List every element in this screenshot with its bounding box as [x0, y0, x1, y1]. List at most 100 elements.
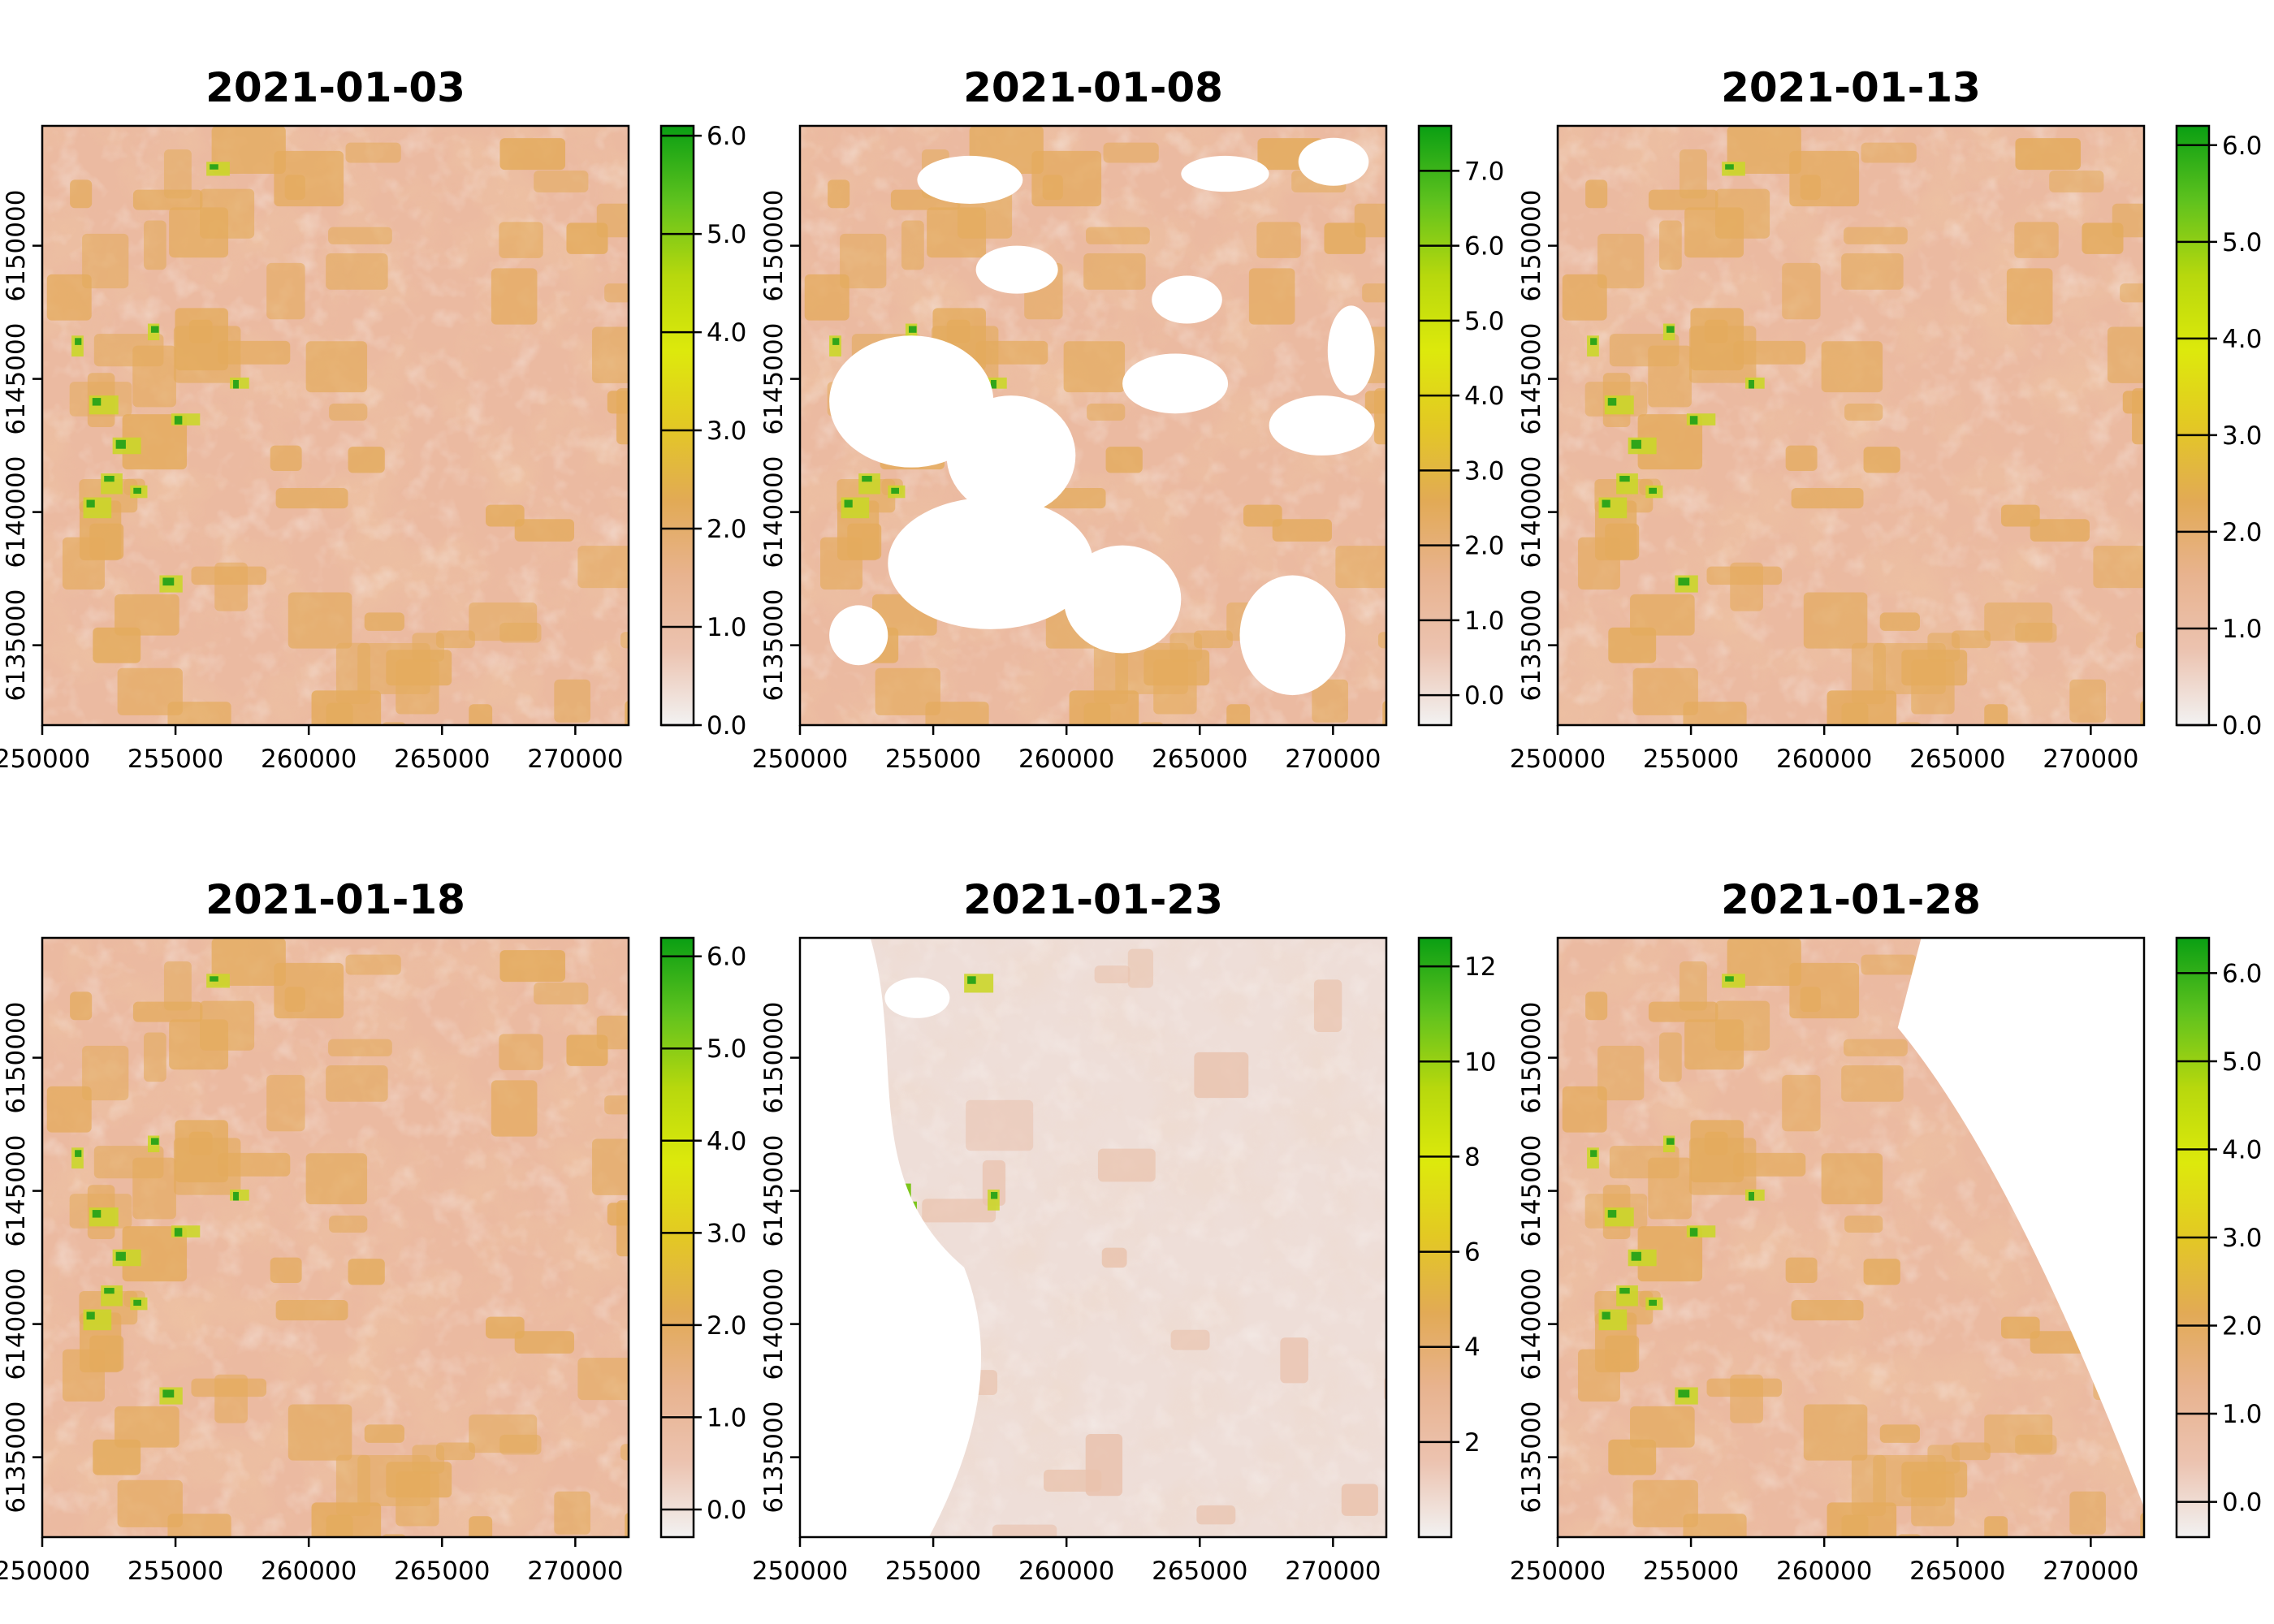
field-patch — [620, 1444, 629, 1461]
veg-core — [1725, 976, 1734, 982]
veg-core — [115, 1251, 126, 1261]
veg-core — [991, 379, 996, 389]
field-patch — [1127, 948, 1154, 988]
field-patch — [486, 504, 525, 527]
x-tick-label: 270000 — [2043, 745, 2138, 774]
colorbar-segment — [2177, 1312, 2209, 1388]
colorbar-segment — [661, 1162, 694, 1238]
veg-core — [86, 1311, 95, 1320]
field-patch — [1984, 704, 2008, 725]
colorbar-segment — [2177, 1087, 2209, 1164]
field-patch — [211, 938, 286, 986]
field-patch — [604, 283, 629, 303]
field-patch — [1873, 1455, 1946, 1506]
field-patch — [132, 1157, 176, 1220]
veg-core — [233, 379, 239, 389]
field-patch — [1577, 1349, 1620, 1402]
field-patch — [499, 222, 543, 258]
field-patch — [274, 150, 344, 207]
veg-core — [908, 326, 917, 333]
colorbar-segment — [1419, 500, 1451, 576]
colorbar-tick-label: 4.0 — [707, 1127, 746, 1156]
colorbar-tick-label: 4.0 — [1464, 382, 1504, 411]
colorbar: 0.0 1.0 2.0 3.0 4.0 5.0 6.0 — [659, 936, 746, 1539]
field-patch — [925, 702, 989, 725]
veg-core — [86, 499, 95, 508]
field-patch — [1863, 447, 1900, 473]
veg-core — [104, 476, 115, 482]
field-patch — [1630, 594, 1695, 636]
veg-patch — [1745, 1189, 1765, 1201]
colorbar-segment — [661, 575, 694, 651]
y-tick-label: 6145000 — [759, 1135, 789, 1247]
x-tick-label: 265000 — [394, 1557, 490, 1586]
field-patch — [1105, 447, 1143, 473]
colorbar-tick-label: 1.0 — [707, 1403, 746, 1432]
field-patch — [1715, 1000, 1770, 1051]
field-patch — [1791, 1300, 1864, 1321]
plot-frame — [41, 124, 630, 727]
colorbar-segment — [1419, 1237, 1451, 1313]
veg-core — [133, 1299, 141, 1307]
field-patch — [270, 445, 302, 471]
nodata-gap — [888, 497, 1093, 629]
field-patch — [1362, 283, 1386, 303]
field-patch — [1256, 222, 1301, 258]
y-tick-label: 6135000 — [759, 590, 789, 702]
colorbar-segment — [2177, 425, 2209, 501]
y-tick-label: 6145000 — [1517, 1135, 1546, 1247]
field-patch — [348, 447, 385, 473]
field-patch — [1879, 1424, 1920, 1443]
field-patch — [840, 233, 887, 289]
x-tick-label: 255000 — [128, 1557, 223, 1586]
colorbar-tick-label: 0.0 — [2222, 711, 2262, 741]
colorbar-tick-label: 5.0 — [707, 1034, 746, 1064]
veg-core — [210, 164, 218, 170]
field-patch — [2069, 1491, 2106, 1535]
x-tick-label: 270000 — [527, 745, 623, 774]
field-patch — [326, 702, 353, 725]
colorbar-segment — [661, 1312, 694, 1388]
field-patch — [554, 1491, 590, 1535]
field-patch — [1863, 1259, 1900, 1285]
field-patch — [534, 171, 589, 193]
x-tick-label: 270000 — [527, 1557, 623, 1586]
x-tick-label: 250000 — [0, 745, 90, 774]
nodata-gap — [829, 605, 888, 666]
field-patch — [1577, 537, 1620, 590]
x-tick-label: 255000 — [885, 745, 981, 774]
field-patch — [1844, 1039, 1908, 1056]
nodata-gap — [800, 938, 982, 1537]
veg-core — [150, 326, 159, 333]
field-patch — [577, 1358, 629, 1401]
field-patch — [357, 643, 430, 694]
colorbar-tick-label: 6.0 — [2222, 132, 2262, 161]
field-patch — [115, 1406, 179, 1448]
field-patch — [1637, 414, 1703, 470]
nodata-gap — [884, 977, 950, 1018]
x-tick-label: 265000 — [1152, 1557, 1247, 1586]
nodata-gap — [946, 395, 1076, 516]
field-patch — [305, 1153, 368, 1205]
colorbar-tick-label: 4 — [1464, 1333, 1481, 1363]
colorbar-tick-label: 0.0 — [2222, 1488, 2262, 1518]
field-patch — [469, 1516, 493, 1537]
field-patch — [1196, 1505, 1236, 1525]
field-patch — [499, 138, 566, 171]
nodata-gap — [1298, 137, 1369, 186]
field-patch — [2120, 283, 2144, 303]
field-patch — [607, 1203, 629, 1226]
nodata-gap — [975, 245, 1058, 294]
veg-core — [75, 1150, 82, 1157]
panel-title: 2021-01-03 — [205, 64, 465, 111]
field-patch — [499, 1434, 542, 1455]
veg-core — [233, 1191, 239, 1201]
field-patch — [1562, 274, 1607, 321]
field-patch — [1384, 1376, 1386, 1402]
field-patch — [1313, 979, 1342, 1032]
veg-core — [210, 976, 218, 982]
field-patch — [992, 1524, 1057, 1537]
field-patch — [70, 179, 93, 209]
field-patch — [287, 1404, 352, 1461]
field-patch — [1585, 991, 1608, 1021]
